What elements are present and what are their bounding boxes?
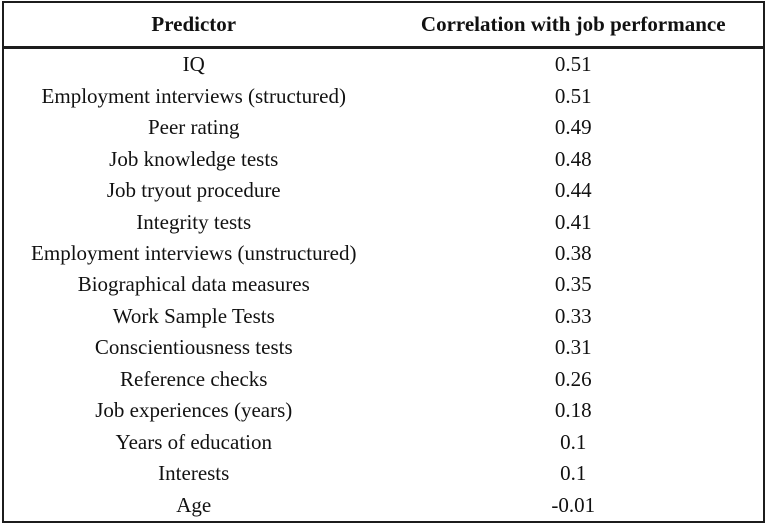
table-row: Reference checks 0.26 [4, 364, 763, 395]
table-row: Integrity tests 0.41 [4, 206, 763, 237]
predictor-cell: Age [176, 492, 212, 517]
table-row: Job experiences (years) 0.18 [4, 395, 763, 426]
table-header: Predictor Correlation with job performan… [4, 3, 763, 49]
table-row: Biographical data measures 0.35 [4, 269, 763, 300]
predictor-cell: Reference checks [120, 366, 268, 391]
correlation-cell: 0.1 [560, 429, 587, 454]
correlation-cell: 0.35 [554, 272, 592, 297]
correlation-cell: 0.48 [554, 146, 592, 171]
correlation-cell: 0.41 [554, 209, 592, 234]
correlation-cell: 0.51 [554, 52, 592, 77]
table-row: Job tryout procedure 0.44 [4, 175, 763, 206]
table-border-frame: Predictor Correlation with job performan… [2, 1, 765, 523]
table-row: Peer rating 0.49 [4, 112, 763, 143]
correlation-cell: 0.49 [554, 115, 592, 140]
correlation-cell: 0.44 [554, 178, 592, 203]
predictor-cell: Job tryout procedure [106, 178, 281, 203]
predictor-cell: Employment interviews (structured) [41, 83, 346, 108]
table-row: IQ 0.51 [4, 48, 763, 81]
predictor-cell: Job knowledge tests [109, 146, 279, 171]
predictor-cell: Peer rating [147, 115, 240, 140]
table-row: Years of education 0.1 [4, 426, 763, 457]
predictor-cell: Years of education [115, 429, 273, 454]
table-row: Job knowledge tests 0.48 [4, 143, 763, 174]
predictor-cell: IQ [182, 52, 205, 77]
predictor-cell: Conscientiousness tests [94, 335, 293, 360]
correlation-cell: -0.01 [551, 492, 596, 517]
correlation-cell: 0.26 [554, 366, 592, 391]
correlation-cell: 0.31 [554, 335, 592, 360]
predictor-cell: Integrity tests [136, 209, 252, 234]
table-body: IQ 0.51 Employment interviews (structured)… [4, 48, 763, 522]
correlation-cell: 0.18 [554, 398, 592, 423]
header-row: Predictor Correlation with job performan… [4, 3, 763, 49]
predictor-cell: Employment interviews (unstructured) [31, 240, 357, 265]
correlation-cell: 0.38 [554, 240, 592, 265]
correlation-cell: 0.1 [560, 461, 587, 486]
column-header-correlation: Correlation with job performance [383, 3, 763, 49]
correlation-cell: 0.51 [554, 83, 592, 108]
table-row: Employment interviews (unstructured) 0.38 [4, 238, 763, 269]
predictor-cell: Biographical data measures [77, 272, 310, 297]
column-header-predictor: Predictor [4, 3, 384, 49]
table-row: Age -0.01 [4, 489, 763, 521]
table-row: Interests 0.1 [4, 458, 763, 489]
predictor-cell: Interests [158, 461, 230, 486]
table-row: Employment interviews (structured) 0.51 [4, 80, 763, 111]
correlation-cell: 0.33 [554, 303, 592, 328]
predictor-cell: Job experiences (years) [95, 398, 293, 423]
predictor-cell: Work Sample Tests [112, 303, 275, 328]
table-row: Conscientiousness tests 0.31 [4, 332, 763, 363]
table-row: Work Sample Tests 0.33 [4, 301, 763, 332]
predictor-correlation-table: Predictor Correlation with job performan… [4, 3, 763, 521]
